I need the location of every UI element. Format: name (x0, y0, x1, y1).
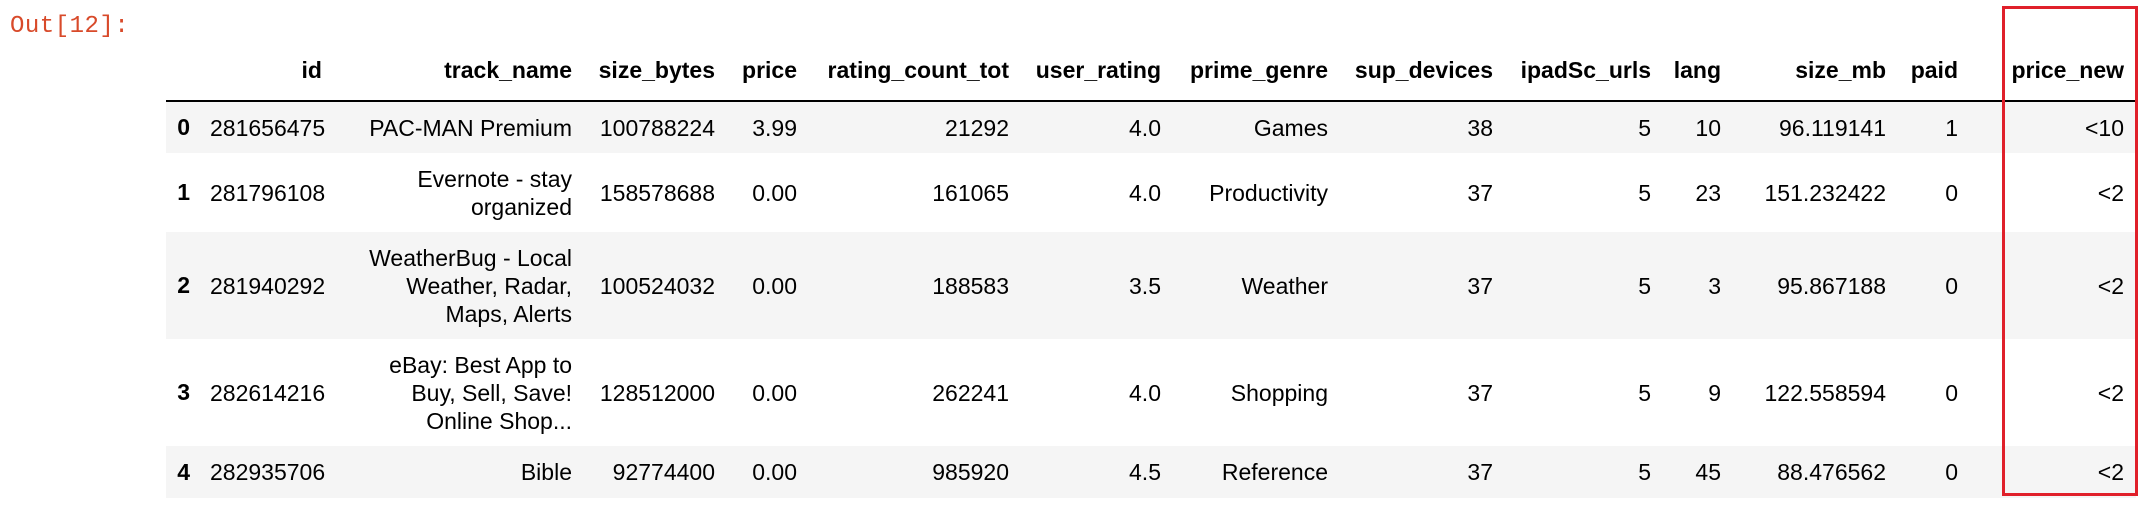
cell-id: 282614216 (210, 379, 326, 406)
cell-rating-count-tot: 161065 (932, 179, 1009, 206)
table-row: 2 281940292 WeatherBug - Local Weather, … (166, 232, 2136, 339)
cell-lang: 45 (1695, 459, 1721, 485)
cell-ipadsc-urls: 5 (1638, 179, 1651, 206)
row-index: 0 (177, 114, 190, 140)
cell-price: 0.00 (752, 379, 797, 406)
header-row: id track_name size_bytes price rating_co… (166, 40, 2136, 102)
cell-size-bytes: 128512000 (599, 379, 715, 406)
table-row: 3 282614216 eBay: Best App to Buy, Sell,… (166, 339, 2136, 446)
cell-user-rating: 4.5 (1129, 459, 1161, 485)
cell-size-mb: 151.232422 (1764, 179, 1886, 206)
cell-prime-genre: Games (1253, 114, 1328, 141)
cell-sup-devices: 37 (1467, 379, 1493, 406)
col-header-track-name: track_name (334, 40, 584, 102)
cell-track-name: PAC-MAN Premium (369, 114, 572, 141)
cell-paid: 1 (1945, 114, 1958, 141)
row-index: 3 (177, 379, 190, 405)
row-index: 2 (177, 272, 190, 298)
cell-prime-genre: Productivity (1209, 179, 1328, 206)
cell-id: 281796108 (210, 179, 326, 206)
cell-price-new: <2 (2097, 272, 2124, 299)
cell-price-new: <2 (2097, 459, 2124, 485)
cell-user-rating: 4.0 (1129, 379, 1161, 406)
cell-lang: 23 (1695, 179, 1721, 206)
cell-paid: 0 (1945, 459, 1958, 485)
cell-size-bytes: 92774400 (612, 459, 715, 485)
cell-rating-count-tot: 262241 (932, 379, 1009, 406)
cell-price: 0.00 (752, 459, 797, 485)
cell-size-bytes: 100524032 (599, 272, 715, 299)
cell-lang: 3 (1708, 272, 1721, 299)
cell-size-mb: 95.867188 (1777, 272, 1886, 299)
col-header-user-rating: user_rating (1021, 40, 1173, 102)
cell-sup-devices: 38 (1467, 114, 1493, 141)
cell-price: 3.99 (752, 114, 797, 141)
cell-paid: 0 (1945, 179, 1958, 206)
cell-rating-count-tot: 188583 (932, 272, 1009, 299)
cell-price: 0.00 (752, 272, 797, 299)
cell-ipadsc-urls: 5 (1638, 459, 1651, 485)
cell-sup-devices: 37 (1467, 179, 1493, 206)
cell-size-bytes: 100788224 (599, 114, 715, 141)
cell-track-name: WeatherBug - Local Weather, Radar, Maps,… (369, 244, 572, 327)
cell-price: 0.00 (752, 179, 797, 206)
col-header-size-bytes: size_bytes (584, 40, 727, 102)
cell-size-mb: 96.119141 (1778, 114, 1886, 141)
cell-paid: 0 (1945, 272, 1958, 299)
cell-sup-devices: 37 (1467, 272, 1493, 299)
cell-id: 282935706 (210, 459, 326, 485)
cell-size-mb: 88.476562 (1777, 459, 1886, 485)
cell-paid: 0 (1945, 379, 1958, 406)
col-header-lang: lang (1663, 40, 1733, 102)
cell-id: 281656475 (210, 114, 326, 141)
dataframe-table: id track_name size_bytes price rating_co… (166, 40, 2136, 498)
col-header-sup-devices: sup_devices (1340, 40, 1505, 102)
cell-id: 281940292 (210, 272, 326, 299)
table-row: 0 281656475 PAC-MAN Premium 100788224 3.… (166, 101, 2136, 153)
cell-user-rating: 4.0 (1129, 114, 1161, 141)
cell-ipadsc-urls: 5 (1638, 272, 1651, 299)
cell-size-bytes: 158578688 (599, 179, 715, 206)
cell-rating-count-tot: 21292 (945, 114, 1009, 141)
cell-size-mb: 122.558594 (1764, 379, 1886, 406)
cell-price-new: <2 (2097, 379, 2124, 406)
col-header-size-mb: size_mb (1733, 40, 1898, 102)
cell-track-name: eBay: Best App to Buy, Sell, Save! Onlin… (389, 351, 572, 434)
cell-lang: 9 (1708, 379, 1721, 406)
row-index: 1 (177, 179, 190, 205)
cell-price-new: <10 (2084, 114, 2124, 141)
col-header-prime-genre: prime_genre (1173, 40, 1340, 102)
cell-prime-genre: Shopping (1230, 379, 1328, 406)
output-prompt: Out[12]: (10, 13, 130, 40)
col-header-ipadsc-urls: ipadSc_urls (1505, 40, 1663, 102)
col-header-index (166, 40, 202, 102)
cell-rating-count-tot: 985920 (932, 459, 1009, 485)
cell-price-new: <2 (2097, 179, 2124, 206)
cell-ipadsc-urls: 5 (1638, 379, 1651, 406)
table-row: 4 282935706 Bible 92774400 0.00 985920 4… (166, 446, 2136, 498)
col-header-rating-count-tot: rating_count_tot (809, 40, 1021, 102)
cell-lang: 10 (1695, 114, 1721, 141)
cell-ipadsc-urls: 5 (1638, 114, 1651, 141)
col-header-price-new: price_new (1970, 40, 2136, 102)
cell-prime-genre: Weather (1241, 272, 1328, 299)
cell-user-rating: 4.0 (1129, 179, 1161, 206)
cell-user-rating: 3.5 (1129, 272, 1161, 299)
col-header-paid: paid (1898, 40, 1970, 102)
cell-track-name: Bible (520, 459, 572, 485)
col-header-id: id (202, 40, 334, 102)
cell-track-name: Evernote - stay organized (417, 165, 572, 220)
row-index: 4 (177, 458, 190, 485)
cell-sup-devices: 37 (1467, 459, 1493, 485)
table-row: 1 281796108 Evernote - stay organized 15… (166, 153, 2136, 232)
cell-prime-genre: Reference (1221, 459, 1328, 485)
col-header-price: price (727, 40, 809, 102)
